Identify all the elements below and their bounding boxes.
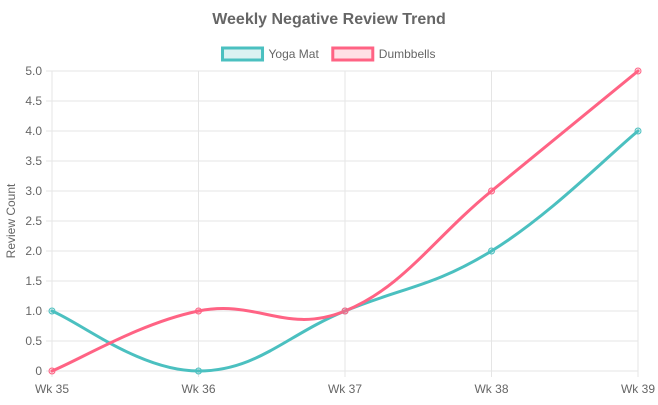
grid [46,70,639,377]
data-point-dumbbells[interactable] [488,187,495,195]
data-point-dumbbells[interactable] [195,307,202,315]
data-point-yoga-mat[interactable] [488,247,495,255]
y-tick-label: 2.5 [25,214,42,228]
x-tick-label: Wk 36 [181,382,215,396]
legend-swatch [331,46,375,62]
legend-item-yoga-mat[interactable]: Yoga Mat [221,46,320,62]
data-point-dumbbells[interactable] [48,367,56,375]
x-tick-label: Wk 37 [328,382,362,396]
y-axis-title: Review Count [4,183,18,258]
y-tick-label: 5.0 [25,64,42,78]
legend-label: Dumbbells [379,47,436,61]
series-points [48,67,642,375]
data-point-dumbbells[interactable] [634,67,642,75]
y-tick-label: 0.5 [25,334,42,348]
legend-item-dumbbells[interactable]: Dumbbells [331,46,436,62]
y-tick-label: 4.0 [25,124,42,138]
x-tick-label: Wk 38 [474,382,508,396]
y-tick-label: 1.0 [25,304,42,318]
chart-title: Weekly Negative Review Trend [212,11,446,28]
y-tick-label: 3.5 [25,154,42,168]
x-tick-label: Wk 35 [35,382,69,396]
legend: Yoga Mat Dumbbells [221,46,436,62]
y-tick-label: 0 [35,364,42,378]
y-tick-label: 2.0 [25,244,42,258]
y-tick-label: 1.5 [25,274,42,288]
legend-swatch [221,46,265,62]
legend-label: Yoga Mat [269,47,320,61]
x-tick-label: Wk 39 [621,382,655,396]
data-point-yoga-mat[interactable] [48,307,56,315]
series-lines [50,69,640,373]
data-point-yoga-mat[interactable] [634,127,642,135]
y-axis-ticks: 0 0.5 1.0 1.5 2.0 2.5 3.0 3.5 4.0 4.5 5.0 [25,64,42,378]
y-tick-label: 4.5 [25,94,42,108]
series-line-dumbbells [50,69,640,373]
x-axis-ticks: Wk 35 Wk 36 Wk 37 Wk 38 Wk 39 [35,382,655,396]
data-point-yoga-mat[interactable] [195,367,202,375]
data-point-dumbbells[interactable] [341,307,349,315]
y-tick-label: 3.0 [25,184,42,198]
